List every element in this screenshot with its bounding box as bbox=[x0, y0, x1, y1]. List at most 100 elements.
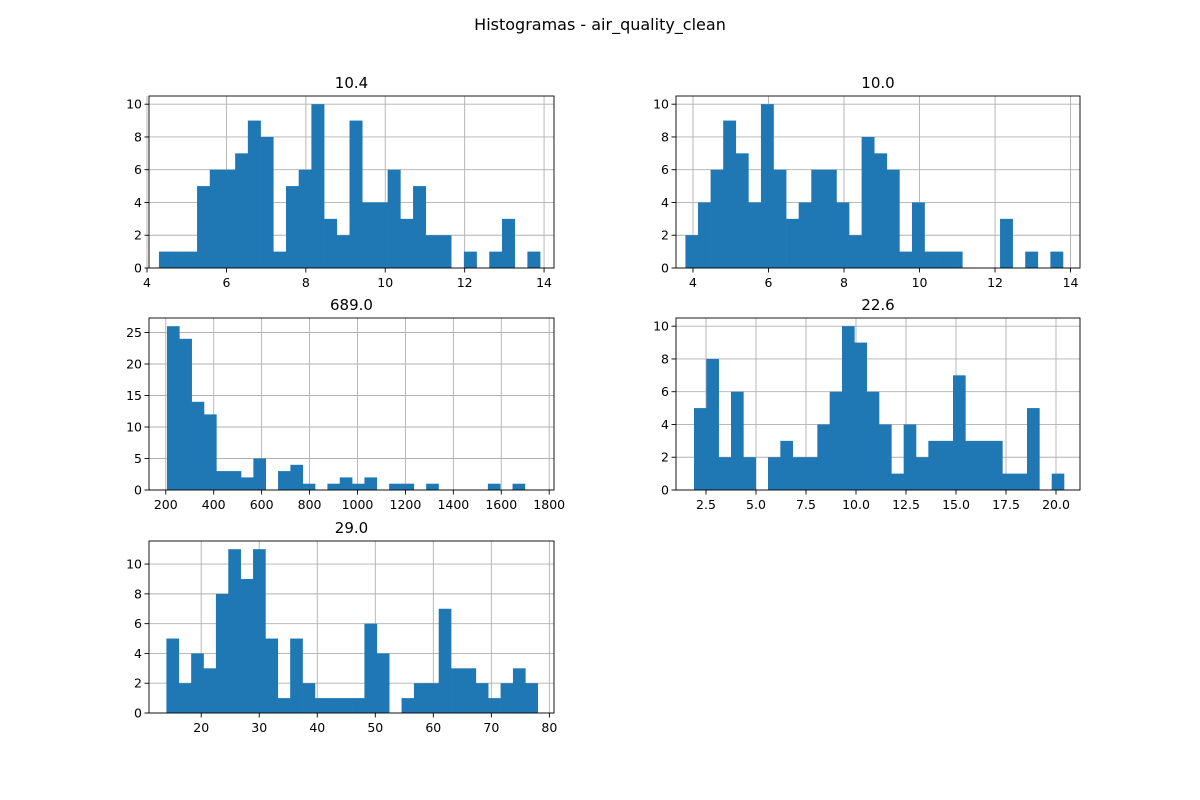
x-tick-label: 1600 bbox=[485, 497, 517, 512]
histogram-bar bbox=[748, 202, 762, 268]
histogram-bar bbox=[949, 251, 963, 268]
histogram-bar bbox=[216, 471, 229, 490]
histogram-bar bbox=[273, 251, 287, 268]
histogram-bar bbox=[278, 471, 291, 490]
histogram-bar bbox=[240, 578, 254, 713]
histogram-bar bbox=[362, 202, 376, 268]
histogram-bar bbox=[798, 202, 812, 268]
histogram-bar bbox=[1027, 408, 1040, 490]
histogram-bar bbox=[235, 153, 249, 268]
histogram-bar bbox=[500, 683, 514, 713]
histogram-bar bbox=[924, 251, 938, 268]
histogram-bar bbox=[829, 391, 843, 490]
y-tick-label: 0 bbox=[134, 261, 142, 276]
histogram-bar bbox=[512, 668, 526, 713]
histogram-bar bbox=[352, 483, 365, 490]
histogram-bar bbox=[336, 235, 350, 268]
histogram-bar bbox=[866, 391, 880, 490]
y-tick-label: 20 bbox=[126, 356, 142, 371]
subplot-title: 10.4 bbox=[335, 74, 368, 92]
histogram-bar bbox=[965, 440, 978, 490]
histogram-panel-4: 2.5 5.0 7.5 10.0 12.5 15.0 17.5 20.0 0 2 4 6 8 10 22.6 bbox=[653, 296, 1081, 512]
x-tick-label: 70 bbox=[483, 720, 499, 735]
histogram-bar bbox=[706, 358, 719, 490]
histogram-bar bbox=[197, 186, 211, 268]
histogram-bar bbox=[426, 483, 439, 490]
histogram-bar bbox=[265, 638, 279, 713]
histogram-bar bbox=[1014, 473, 1028, 490]
histogram-bar bbox=[463, 668, 477, 713]
x-tick-label: 12 bbox=[987, 275, 1003, 290]
histogram-bar bbox=[512, 483, 526, 490]
histogram-bar bbox=[209, 169, 223, 268]
histogram-bar bbox=[817, 424, 830, 490]
subplot-title: 689.0 bbox=[330, 296, 373, 314]
histogram-bar bbox=[228, 471, 242, 490]
histogram-bar bbox=[899, 251, 913, 268]
y-tick-label: 6 bbox=[661, 384, 669, 399]
histogram-bar bbox=[247, 120, 261, 268]
histogram-bar bbox=[324, 218, 338, 268]
x-tick-label: 1400 bbox=[437, 497, 469, 512]
histogram-bar bbox=[215, 593, 229, 713]
histogram-bar bbox=[911, 202, 925, 268]
histogram-bar bbox=[253, 549, 266, 713]
x-tick-label: 6 bbox=[222, 275, 230, 290]
x-tick-label: 10 bbox=[912, 275, 928, 290]
histogram-bar bbox=[879, 424, 892, 490]
x-tick-label: 10 bbox=[377, 275, 393, 290]
histogram-bar bbox=[735, 153, 749, 268]
histogram-bar bbox=[171, 251, 185, 268]
y-tick-label: 25 bbox=[126, 325, 142, 340]
histogram-bar bbox=[413, 683, 427, 713]
histogram-bar bbox=[710, 169, 724, 268]
histogram-bar bbox=[374, 202, 388, 268]
x-tick-label: 12.5 bbox=[892, 497, 920, 512]
histogram-bar bbox=[389, 483, 402, 490]
histogram-bar bbox=[327, 483, 341, 490]
y-tick-label: 0 bbox=[661, 483, 669, 498]
y-tick-label: 6 bbox=[661, 162, 669, 177]
y-tick-label: 0 bbox=[661, 261, 669, 276]
histogram-bar bbox=[463, 251, 477, 268]
x-tick-label: 14 bbox=[1063, 275, 1079, 290]
histogram-bar bbox=[854, 342, 867, 490]
histogram-bar bbox=[222, 169, 236, 268]
histogram-bar bbox=[811, 169, 825, 268]
x-tick-label: 400 bbox=[202, 497, 226, 512]
subplot-panels: 4 6 8 10 12 14 0 2 4 6 8 10 10.4 4 6 8 10 12 14 0 2 4 6 8 10 10.0… bbox=[126, 74, 1081, 735]
histogram-bar bbox=[314, 698, 328, 713]
y-tick-label: 8 bbox=[661, 351, 669, 366]
histogram-bar bbox=[489, 251, 503, 268]
axes-frame bbox=[675, 95, 1081, 269]
x-tick-label: 8 bbox=[302, 275, 310, 290]
x-tick-label: 1200 bbox=[390, 497, 422, 512]
x-tick-label: 4 bbox=[143, 275, 151, 290]
y-tick-label: 4 bbox=[661, 417, 669, 432]
x-tick-label: 8 bbox=[840, 275, 848, 290]
x-tick-label: 7.5 bbox=[796, 497, 816, 512]
histogram-bar bbox=[525, 683, 538, 713]
bars bbox=[166, 326, 526, 490]
y-tick-label: 6 bbox=[134, 162, 142, 177]
y-tick-label: 4 bbox=[661, 195, 669, 210]
histogram-bar bbox=[1002, 473, 1015, 490]
histogram-bar bbox=[376, 653, 390, 713]
y-tick-label: 4 bbox=[134, 195, 142, 210]
x-tick-label: 20.0 bbox=[1042, 497, 1070, 512]
histogram-bar bbox=[327, 698, 340, 713]
x-tick-label: 1000 bbox=[342, 497, 374, 512]
histogram-bar bbox=[836, 202, 850, 268]
histogram-bar bbox=[166, 326, 180, 490]
histogram-bar bbox=[311, 104, 325, 268]
x-tick-label: 200 bbox=[154, 497, 178, 512]
histogram-bar bbox=[861, 136, 875, 268]
histogram-bar bbox=[241, 477, 254, 490]
histogram-bar bbox=[400, 218, 414, 268]
histogram-bar bbox=[891, 473, 904, 490]
x-tick-label: 12 bbox=[457, 275, 473, 290]
x-tick-label: 10.0 bbox=[842, 497, 870, 512]
axes-frame bbox=[675, 317, 1081, 491]
histogram-bar bbox=[928, 440, 941, 490]
histogram-bar bbox=[285, 186, 299, 268]
